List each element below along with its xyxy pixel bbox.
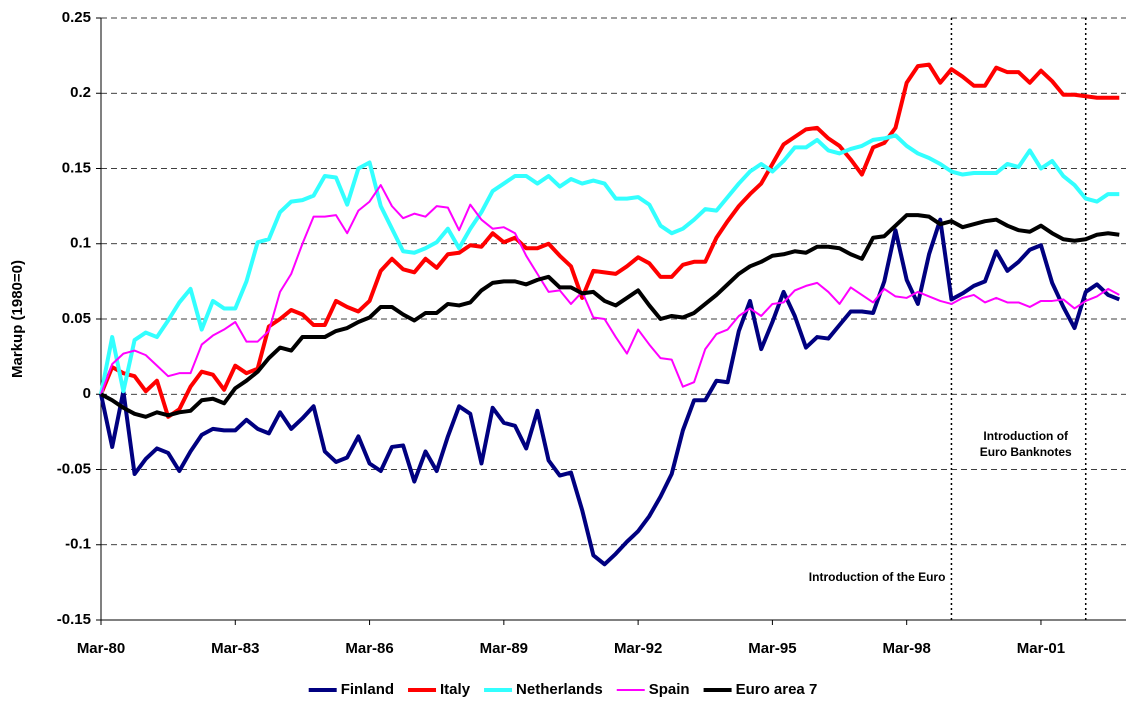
y-tick-label: 0 (83, 385, 91, 402)
legend-label: Euro area 7 (736, 681, 818, 698)
y-tick-label: 0.1 (70, 235, 91, 252)
series-line (99, 217, 1121, 567)
x-tick-label: Mar-95 (748, 640, 796, 657)
x-tick-label: Mar-92 (614, 640, 662, 657)
x-tick-label: Mar-98 (883, 640, 931, 657)
y-tick-label: -0.1 (65, 536, 91, 553)
annotation-text: Introduction of the Euro (809, 570, 946, 584)
series-line (99, 133, 1120, 395)
y-tick-label: -0.15 (57, 611, 91, 628)
y-axis-label: Markup (1980=0) (9, 260, 26, 378)
y-tick-label: 0.2 (70, 84, 91, 101)
legend-label: Netherlands (516, 681, 603, 698)
legend-label: Finland (341, 681, 394, 698)
annotation-text: Introduction of (983, 429, 1069, 443)
series-line (100, 213, 1120, 419)
x-tick-label: Mar-80 (77, 640, 125, 657)
series-line (100, 184, 1120, 395)
x-tick-label: Mar-01 (1017, 640, 1065, 657)
y-tick-label: 0.05 (62, 310, 91, 327)
y-tick-label: 0.15 (62, 159, 91, 176)
y-tick-label: -0.05 (57, 460, 91, 477)
x-tick-label: Mar-83 (211, 640, 259, 657)
x-tick-label: Mar-86 (345, 640, 393, 657)
x-tick-label: Mar-89 (480, 640, 528, 657)
series-line (99, 62, 1120, 419)
annotation-text: Euro Banknotes (980, 445, 1072, 459)
legend-label: Italy (440, 681, 471, 698)
y-tick-label: 0.25 (62, 9, 91, 26)
legend-label: Spain (649, 681, 690, 698)
